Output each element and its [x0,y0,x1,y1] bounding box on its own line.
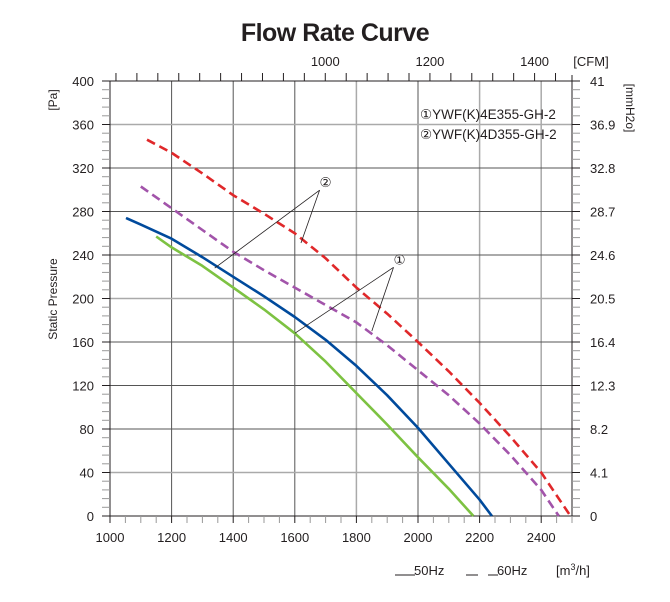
ticks: 1000 1200 1400 1600 1800 2000 2200 2400 0 0 40 4.1 8… [72,54,615,545]
x2-tick-label: 1200 [415,54,444,69]
annotation-leader-line [371,267,394,332]
y-tick-label: 360 [72,118,94,133]
y-tick-label: 40 [80,466,94,481]
x2-tick-label: 1400 [520,54,549,69]
y-tick-label: 120 [72,379,94,394]
x2-axis-unit: [CFM] [573,54,608,69]
y2-tick-label: 12.3 [590,379,615,394]
x-tick-label: 2000 [404,530,433,545]
chart-title: Flow Rate Curve [241,19,430,47]
y-tick-label: 320 [72,161,94,176]
y2-tick-label: 36.9 [590,118,615,133]
annotation-leader-line [294,267,394,334]
series-line-2461-50hz [125,216,493,517]
x-tick-label: 1400 [219,530,248,545]
y2-tick-label: 28.7 [590,205,615,220]
y2-tick-label: 8.2 [590,422,608,437]
series-line-2461-60hz [146,138,572,517]
y-axis-label: Static Pressure [46,258,60,340]
y2-axis-unit: [mmH2o] [623,84,637,133]
legend-60hz-label: 60Hz [497,563,527,578]
y2-tick-label: 20.5 [590,292,615,307]
series-group [125,138,572,517]
y-tick-label: 280 [72,205,94,220]
x-tick-label: 2400 [527,530,556,545]
y-tick-label: 160 [72,335,94,350]
model-legend: ①YWF(K)4E355-GH-2 ②YWF(K)4D355-GH-2 [420,107,557,142]
legend-marker-2: ② [420,127,432,142]
grid [110,81,572,516]
legend-50hz-label: 50Hz [414,563,444,578]
frequency-legend: 50Hz 60Hz [m3/h] [395,562,590,578]
y2-tick-label: 41 [590,74,604,89]
y2-tick-label: 32.8 [590,161,615,176]
y-tick-label: 400 [72,74,94,89]
x-axis-unit: [m3/h] [556,562,590,578]
y-axis-unit: [Pa] [46,89,60,110]
x-tick-label: 1000 [96,530,125,545]
y-tick-label: 240 [72,248,94,263]
legend-model-2: ②YWF(K)4D355-GH-2 [420,127,557,142]
y-tick-label: 200 [72,292,94,307]
series-line-2460-60hz [140,185,560,517]
y2-tick-label: 4.1 [590,466,608,481]
x-tick-label: 1200 [157,530,186,545]
x-tick-label: 2200 [465,530,494,545]
y-tick-label: 80 [80,422,94,437]
x-tick-label: 1800 [342,530,371,545]
legend-name-1: YWF(K)4E355-GH-2 [432,107,556,122]
series-line-2460-50hz [155,235,475,517]
y2-tick-label: 0 [590,509,597,524]
annotation-leader-line [214,189,320,269]
legend-model-1: ①YWF(K)4E355-GH-2 [420,107,556,122]
legend-name-2: YWF(K)4D355-GH-2 [432,127,557,142]
annotation-marker: ② [320,175,332,190]
legend-marker-1: ① [420,107,432,122]
annotation-leader-line [300,190,320,244]
y2-tick-label: 16.4 [590,335,615,350]
annotations: ②① [214,175,406,334]
annotation-marker: ① [393,252,405,267]
x2-tick-label: 1000 [311,54,340,69]
y-tick-label: 0 [87,509,94,524]
y2-tick-label: 24.6 [590,248,615,263]
x-tick-label: 1600 [280,530,309,545]
